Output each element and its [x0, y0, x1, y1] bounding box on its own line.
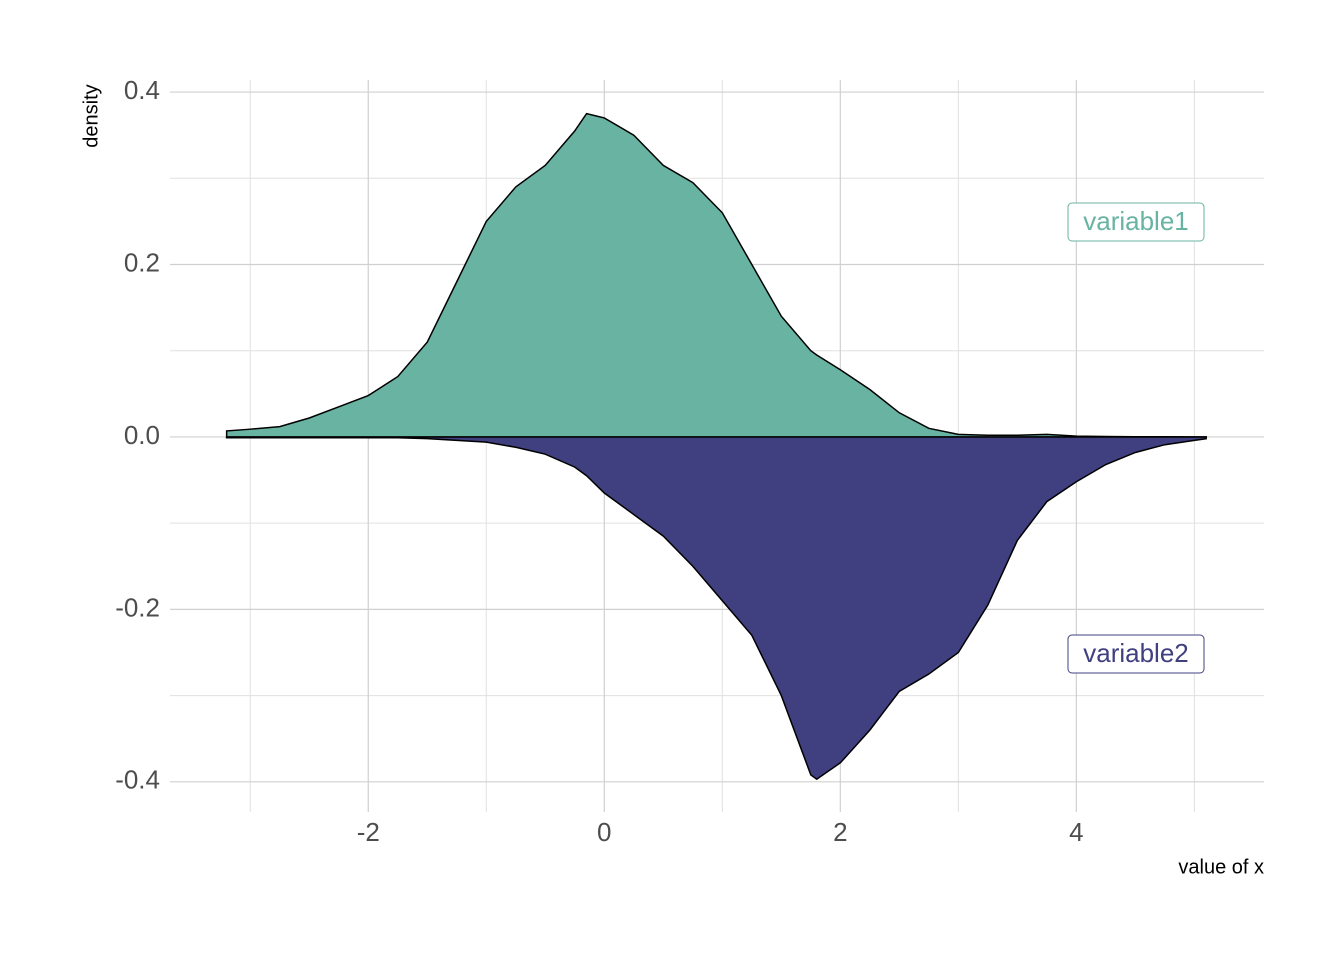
y-tick-label: 0.0 [124, 420, 160, 450]
x-tick-label: 4 [1069, 817, 1083, 847]
density-area [225, 112, 1207, 438]
y-tick-label: 0.4 [124, 75, 160, 105]
x-tick-label: 2 [833, 817, 847, 847]
density-area [225, 436, 1207, 781]
legend-label: variable1 [1083, 206, 1189, 236]
label-box [1067, 202, 1205, 242]
x-axis-title: value of x [1178, 856, 1264, 878]
x-tick-label: 0 [597, 817, 611, 847]
y-tick-label: 0.2 [124, 247, 160, 277]
legend-label: variable2 [1083, 638, 1189, 668]
y-axis-title: density [80, 84, 102, 147]
x-tick-label: -2 [357, 817, 380, 847]
y-tick-label: -0.2 [115, 592, 160, 622]
y-tick-label: -0.4 [115, 765, 160, 795]
label-box [1067, 634, 1205, 674]
